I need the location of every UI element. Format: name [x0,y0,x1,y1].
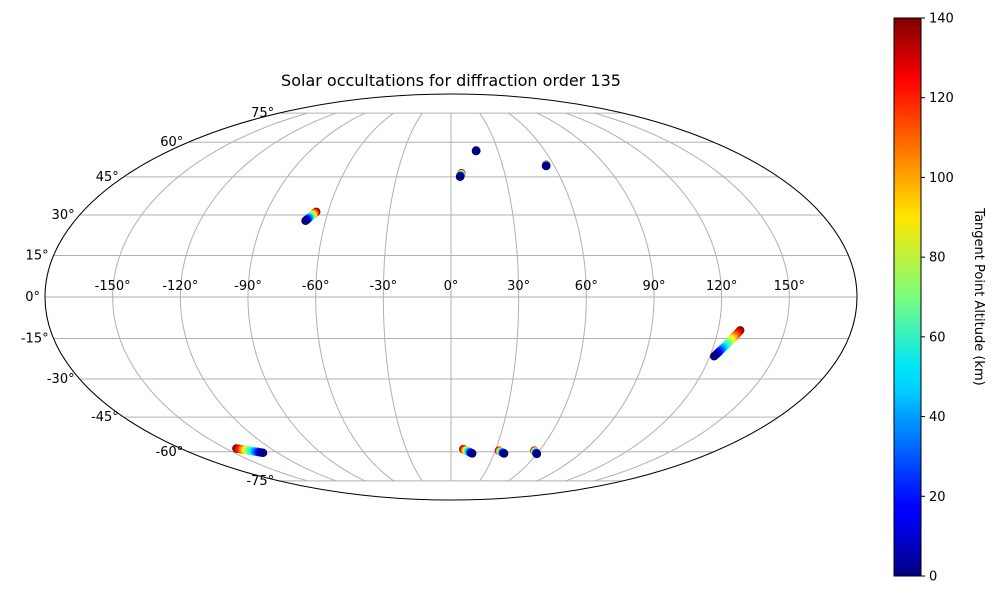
lat-tick-label: -15° [21,332,49,347]
graticule [44,112,858,482]
lat-tick-label: -30° [47,372,75,387]
data-point [471,146,481,156]
colorbar-tick-label: 20 [929,490,946,505]
data-point [468,449,477,458]
longitude-tick-labels: -150° -120° -90° -60° -30° 0° 30° 60° 90° 120° 150… [95,279,805,294]
colorbar-tick-label: 40 [929,410,946,425]
lon-tick-label: 30° [507,279,530,294]
lon-tick-label: 0° [444,279,459,294]
lon-tick-label: 90° [642,279,665,294]
lon-tick-label: 150° [774,279,805,294]
data-point [258,448,268,458]
data-point [301,216,310,226]
chart-title: Solar occultations for diffraction order… [281,71,621,90]
lon-tick-label: -120° [162,279,198,294]
colorbar-tick-label: 60 [929,330,946,345]
lat-tick-label: -45° [91,410,119,425]
lon-tick-label: -90° [234,279,262,294]
occultation-points [232,146,745,459]
colorbar-gradient [893,17,922,577]
lat-tick-label: -75° [246,474,274,489]
colorbar-tick-label: 140 [929,12,954,27]
lon-tick-label: 120° [706,279,737,294]
data-point [532,449,542,459]
colorbar-tick-label: 120 [929,91,954,106]
lon-tick-label: 60° [575,279,598,294]
lat-tick-label: 45° [96,170,119,185]
lat-tick-label: 60° [160,135,183,150]
data-point [541,161,551,171]
lon-tick-label: -60° [302,279,330,294]
colorbar-tick-label: 80 [929,251,946,266]
colorbar-tick-label: 100 [929,171,954,186]
lat-tick-label: 30° [52,208,75,223]
colorbar-tick-label: 0 [929,570,937,585]
lon-tick-label: -30° [369,279,397,294]
lat-tick-label: 15° [26,248,49,263]
colorbar: 0 20 40 60 80 100 120 140 Tangent Point Altitud… [893,12,986,585]
lon-tick-label: -150° [95,279,131,294]
lat-tick-label: -60° [156,445,184,460]
latitude-tick-labels: -75° -60° -45° -30° -15° 0° 15° 30° 45° 60° 75° [21,106,274,489]
map-outline [44,93,858,501]
lat-tick-label: 75° [251,106,274,121]
lat-tick-label: 0° [25,290,40,305]
data-point [709,352,719,361]
data-point [499,449,509,458]
colorbar-ticks: 0 20 40 60 80 100 120 140 [921,12,954,585]
colorbar-label: Tangent Point Altitude (km) [971,207,986,385]
data-point [455,172,465,182]
